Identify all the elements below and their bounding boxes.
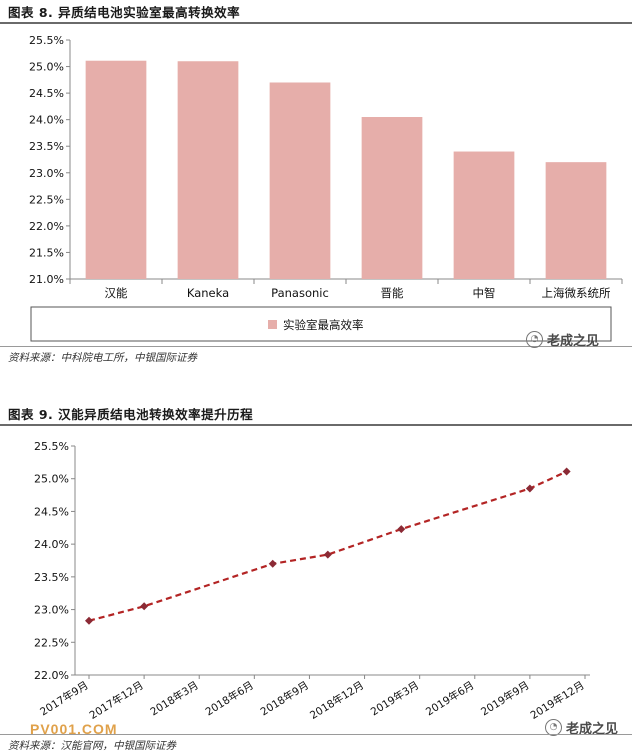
series-line: [88, 470, 568, 622]
x-tick-label: 2018年12月: [307, 679, 366, 722]
x-tick-label: Kaneka: [187, 286, 229, 300]
y-tick-label: 25.5%: [34, 440, 69, 453]
x-tick-label: 2019年9月: [478, 679, 531, 719]
data-point: [323, 550, 332, 559]
figure9-source: 资料来源：汉能官网，中银国际证券: [8, 740, 176, 752]
x-tick-label: 2019年3月: [368, 679, 421, 719]
bar: [545, 162, 607, 279]
y-tick-label: 23.0%: [34, 604, 69, 617]
bar: [269, 82, 331, 279]
data-point: [268, 559, 277, 568]
figure9-watermark: ◔ 老成之见: [545, 718, 618, 737]
legend-label: 实验室最高效率: [283, 318, 364, 332]
y-tick-label: 22.5%: [34, 636, 69, 649]
data-point: [525, 484, 534, 493]
data-point: [85, 616, 93, 625]
x-tick-label: 2018年9月: [258, 679, 311, 719]
bar: [453, 151, 515, 279]
x-tick-label: 中智: [473, 286, 496, 300]
figure8-watermark: ◔ 老成之见: [526, 330, 599, 349]
data-point: [397, 525, 406, 534]
y-tick-label: 22.0%: [29, 220, 64, 233]
y-tick-label: 21.0%: [29, 273, 64, 286]
figure9-title: 图表 9. 汉能异质结电池转换效率提升历程: [8, 407, 254, 422]
site-watermark: PV001.COM: [30, 721, 118, 737]
figure8-watermark-text: 老成之见: [547, 334, 600, 349]
figure8-title-rule: [0, 22, 632, 24]
y-tick-label: 24.0%: [34, 538, 69, 551]
y-tick-label: 25.0%: [29, 61, 64, 74]
y-tick-label: 22.0%: [34, 669, 69, 682]
y-tick-label: 25.0%: [34, 473, 69, 486]
data-point: [140, 602, 149, 611]
data-point: [562, 467, 571, 476]
x-tick-label: 2017年9月: [38, 679, 91, 719]
bar: [85, 60, 147, 279]
y-tick-label: 22.5%: [29, 193, 64, 206]
y-tick-label: 23.0%: [29, 167, 64, 180]
figure9-watermark-text: 老成之见: [566, 722, 619, 737]
y-tick-label: 24.5%: [34, 505, 69, 518]
x-tick-label: 2019年12月: [528, 679, 587, 722]
bar: [361, 117, 423, 279]
x-tick-label: 汉能: [105, 286, 128, 300]
x-tick-label: 上海微系统所: [542, 286, 611, 300]
y-tick-label: 23.5%: [34, 571, 69, 584]
x-tick-label: Panasonic: [271, 286, 329, 300]
x-tick-label: 2018年6月: [203, 679, 256, 719]
figure8-source-rule: [0, 346, 632, 347]
x-tick-label: 2019年6月: [423, 679, 476, 719]
y-tick-label: 21.5%: [29, 246, 64, 259]
figure9-title-rule: [0, 424, 632, 426]
y-tick-label: 24.5%: [29, 87, 64, 100]
figure9-source-rule: [0, 734, 632, 735]
wechat-icon: ◔: [545, 719, 562, 736]
legend-swatch: [268, 320, 277, 329]
y-tick-label: 23.5%: [29, 140, 64, 153]
x-tick-label: 2017年12月: [87, 679, 146, 722]
figure9-line-chart: 22.0% 22.5% 23.0% 23.5% 24.0% 24.5% 25.0% 25.5%…: [34, 440, 590, 722]
figure8-bar-chart: 21.0% 21.5% 22.0% 22.5% 23.0% 23.5% 24.0% 24.5%…: [29, 34, 623, 342]
x-tick-label: 晋能: [381, 286, 404, 300]
figure8-source: 资料来源：中科院电工所，中银国际证券: [8, 352, 197, 364]
bar: [177, 61, 239, 279]
y-tick-label: 25.5%: [29, 34, 64, 47]
wechat-icon: ◔: [526, 331, 543, 348]
y-tick-label: 24.0%: [29, 114, 64, 127]
legend-box: [30, 306, 612, 342]
x-tick-label: 2018年3月: [148, 679, 201, 719]
figure8-title: 图表 8. 异质结电池实验室最高转换效率: [8, 5, 241, 20]
